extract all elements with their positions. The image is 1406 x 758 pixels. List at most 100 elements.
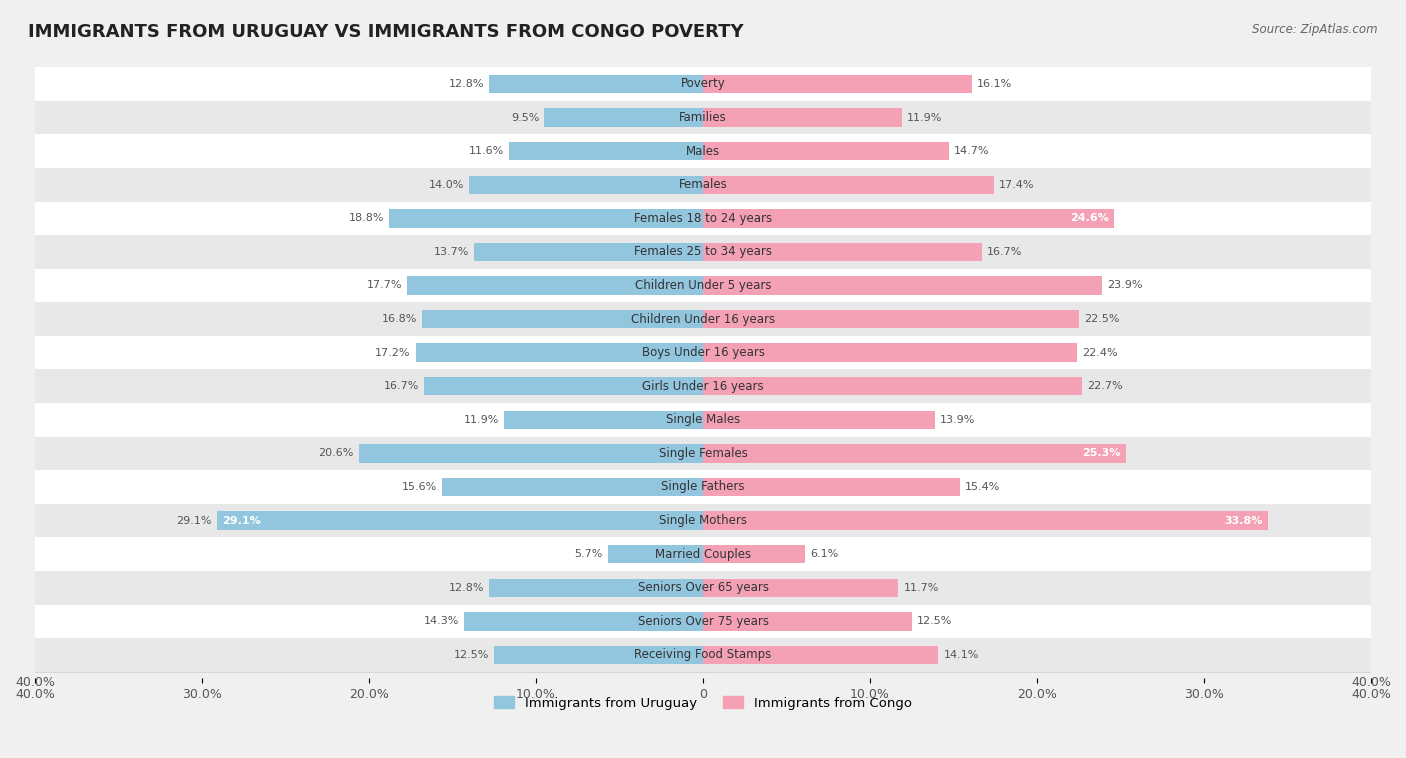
Text: Children Under 16 years: Children Under 16 years — [631, 312, 775, 326]
Text: Source: ZipAtlas.com: Source: ZipAtlas.com — [1253, 23, 1378, 36]
Bar — [474, 243, 703, 262]
Text: Receiving Food Stamps: Receiving Food Stamps — [634, 648, 772, 662]
Text: 17.7%: 17.7% — [367, 280, 402, 290]
Bar — [544, 108, 703, 127]
Bar — [35, 101, 1371, 134]
Bar — [703, 75, 972, 93]
Bar — [703, 243, 981, 262]
Bar — [35, 638, 1371, 672]
Bar — [464, 612, 703, 631]
Text: Seniors Over 65 years: Seniors Over 65 years — [637, 581, 769, 594]
Text: 12.5%: 12.5% — [454, 650, 489, 660]
Text: 13.9%: 13.9% — [941, 415, 976, 424]
Text: 6.1%: 6.1% — [810, 549, 838, 559]
Text: 11.6%: 11.6% — [470, 146, 505, 156]
Bar — [703, 612, 911, 631]
Bar — [35, 470, 1371, 504]
Text: 14.1%: 14.1% — [943, 650, 979, 660]
Text: 12.8%: 12.8% — [449, 583, 484, 593]
Bar — [703, 343, 1077, 362]
Text: 13.7%: 13.7% — [434, 247, 470, 257]
Bar — [35, 537, 1371, 571]
Bar — [35, 605, 1371, 638]
Bar — [359, 444, 703, 462]
Text: 16.1%: 16.1% — [977, 79, 1012, 89]
Bar — [35, 437, 1371, 470]
Bar — [703, 209, 1114, 227]
Bar — [703, 377, 1083, 396]
Bar — [35, 504, 1371, 537]
Text: Girls Under 16 years: Girls Under 16 years — [643, 380, 763, 393]
Text: Single Females: Single Females — [658, 447, 748, 460]
Text: Females: Females — [679, 178, 727, 191]
Bar — [416, 343, 703, 362]
Text: Boys Under 16 years: Boys Under 16 years — [641, 346, 765, 359]
Text: 5.7%: 5.7% — [575, 549, 603, 559]
Text: Females 25 to 34 years: Females 25 to 34 years — [634, 246, 772, 258]
Bar — [703, 142, 949, 161]
Bar — [703, 444, 1126, 462]
Bar — [35, 268, 1371, 302]
Text: 14.0%: 14.0% — [429, 180, 464, 190]
Text: 18.8%: 18.8% — [349, 213, 384, 224]
Bar — [489, 75, 703, 93]
Bar — [35, 302, 1371, 336]
Bar — [495, 646, 703, 664]
Text: Single Mothers: Single Mothers — [659, 514, 747, 527]
Text: 15.4%: 15.4% — [965, 482, 1001, 492]
Bar — [607, 545, 703, 563]
Text: 20.6%: 20.6% — [319, 449, 354, 459]
Bar — [703, 512, 1268, 530]
Text: 17.2%: 17.2% — [375, 348, 411, 358]
Bar — [470, 176, 703, 194]
Text: 14.7%: 14.7% — [953, 146, 988, 156]
Bar — [35, 168, 1371, 202]
Text: Females 18 to 24 years: Females 18 to 24 years — [634, 211, 772, 225]
Legend: Immigrants from Uruguay, Immigrants from Congo: Immigrants from Uruguay, Immigrants from… — [489, 691, 917, 715]
Bar — [703, 310, 1078, 328]
Text: 11.7%: 11.7% — [904, 583, 939, 593]
Bar — [703, 578, 898, 597]
Bar — [703, 478, 960, 496]
Bar — [703, 545, 804, 563]
Text: Seniors Over 75 years: Seniors Over 75 years — [637, 615, 769, 628]
Text: 33.8%: 33.8% — [1225, 515, 1263, 525]
Text: 14.3%: 14.3% — [423, 616, 460, 626]
Text: Single Males: Single Males — [666, 413, 740, 426]
Text: 17.4%: 17.4% — [998, 180, 1035, 190]
Text: Males: Males — [686, 145, 720, 158]
Bar — [703, 411, 935, 429]
Text: IMMIGRANTS FROM URUGUAY VS IMMIGRANTS FROM CONGO POVERTY: IMMIGRANTS FROM URUGUAY VS IMMIGRANTS FR… — [28, 23, 744, 41]
Text: 22.7%: 22.7% — [1087, 381, 1123, 391]
Text: Families: Families — [679, 111, 727, 124]
Text: 16.7%: 16.7% — [987, 247, 1022, 257]
Text: Poverty: Poverty — [681, 77, 725, 90]
Bar — [35, 202, 1371, 235]
Bar — [703, 108, 901, 127]
Bar — [703, 646, 938, 664]
Text: Children Under 5 years: Children Under 5 years — [634, 279, 772, 292]
Bar — [505, 411, 703, 429]
Text: 29.1%: 29.1% — [222, 515, 260, 525]
Bar — [703, 276, 1102, 295]
Text: Single Fathers: Single Fathers — [661, 481, 745, 493]
Text: 11.9%: 11.9% — [464, 415, 499, 424]
Text: 9.5%: 9.5% — [510, 113, 540, 123]
Bar — [217, 512, 703, 530]
Bar — [422, 310, 703, 328]
Bar — [35, 369, 1371, 403]
Bar — [35, 336, 1371, 369]
Text: 23.9%: 23.9% — [1107, 280, 1143, 290]
Text: 29.1%: 29.1% — [177, 515, 212, 525]
Bar — [35, 134, 1371, 168]
Bar — [35, 67, 1371, 101]
Text: 15.6%: 15.6% — [402, 482, 437, 492]
Text: 12.5%: 12.5% — [917, 616, 952, 626]
Text: 22.4%: 22.4% — [1083, 348, 1118, 358]
Text: Married Couples: Married Couples — [655, 548, 751, 561]
Bar — [389, 209, 703, 227]
Text: 22.5%: 22.5% — [1084, 314, 1119, 324]
Text: 16.7%: 16.7% — [384, 381, 419, 391]
Bar — [509, 142, 703, 161]
Bar — [443, 478, 703, 496]
